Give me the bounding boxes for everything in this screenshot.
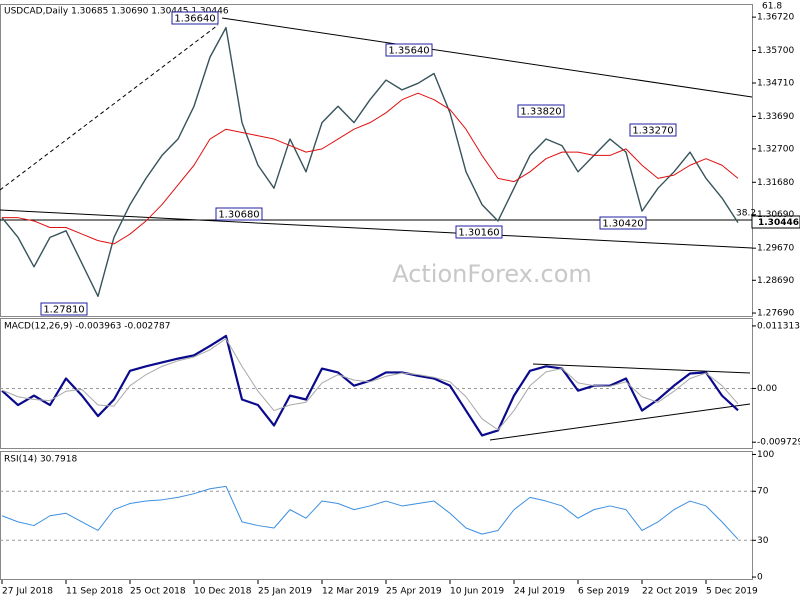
annotation-box [599, 216, 647, 230]
price-panel [0, 4, 753, 317]
x-tick-label: 25 Apr 2019 [386, 587, 442, 597]
trend-line [489, 403, 751, 441]
y-tick-label: 0 [757, 573, 763, 583]
x-tick-label: 22 Oct 2019 [642, 587, 698, 597]
y-tick-label: 1.29670 [757, 244, 794, 254]
series-line [1, 485, 739, 540]
annotation-box [517, 104, 565, 118]
macd-panel [0, 318, 753, 449]
y-tick-label: 1.30690 [757, 210, 794, 220]
trend-line [532, 363, 751, 374]
y-tick-label: 1.35700 [757, 46, 794, 56]
annotation: 1.35640 [388, 46, 429, 57]
y-tick-label: -0.009729 [757, 438, 800, 448]
y-tick-label: 30 [757, 536, 769, 546]
x-tick-label: 10 Jun 2019 [450, 587, 504, 597]
x-tick-label: 11 Sep 2018 [66, 587, 123, 597]
annotation-box [385, 43, 433, 57]
y-tick-label: 0.00 [757, 384, 777, 394]
y-tick-label: 1.27690 [757, 309, 794, 319]
annotation: 1.36640 [174, 14, 215, 25]
rsi-panel [0, 451, 753, 580]
y-tick-label: 1.32700 [757, 144, 794, 154]
annotation-box [215, 207, 263, 221]
series-line [1, 338, 739, 431]
watermark: ActionForex.com [392, 260, 592, 288]
y-tick-label: 1.28690 [757, 276, 794, 286]
x-tick-label: 6 Sep 2019 [578, 587, 630, 597]
x-tick-label: 25 Jan 2019 [258, 587, 312, 597]
annotation: 1.27810 [43, 305, 84, 316]
y-tick-label: 70 [757, 487, 769, 497]
y-tick-label: 1.36720 [757, 13, 794, 23]
series-line [2, 92, 739, 245]
annotation: 1.30420 [602, 219, 643, 230]
trend-line [221, 17, 753, 98]
x-tick-label: 5 Dec 2019 [706, 587, 758, 597]
annotation-box [629, 123, 677, 137]
annotation: 1.30680 [218, 210, 259, 221]
annotation: 1.33270 [632, 126, 673, 137]
x-tick-label: 27 Jul 2018 [2, 587, 53, 597]
macd-title: MACD(12,26,9) -0.003963 -0.002787 [4, 322, 170, 332]
chart-title: USDCAD,Daily 1.30685 1.30690 1.30445 1.3… [4, 7, 229, 17]
y-tick-label: 0.011313 [757, 321, 800, 331]
fib-label: 61.8 [762, 2, 782, 12]
annotation-box [171, 11, 219, 25]
annotation: 1.30160 [458, 228, 499, 239]
x-tick-label: 10 Dec 2018 [194, 587, 252, 597]
y-tick-label: 100 [757, 450, 774, 460]
series-line [1, 26, 739, 298]
x-tick-label: 12 Mar 2019 [322, 587, 379, 597]
x-tick-label: 25 Oct 2018 [130, 587, 186, 597]
trend-line [0, 209, 753, 249]
last-price-label: 1.30446 [758, 218, 799, 228]
rsi-title: RSI(14) 30.7918 [4, 455, 77, 465]
y-tick-label: 1.34710 [757, 78, 794, 88]
series-line [1, 334, 739, 437]
y-tick-label: 1.31680 [757, 178, 794, 188]
trend-line [0, 24, 219, 191]
last-price-box [751, 215, 800, 229]
fib-label: 38.2 [736, 209, 756, 219]
annotation-box [40, 302, 88, 316]
annotation-box [455, 225, 503, 239]
x-tick-label: 24 Jul 2019 [514, 587, 565, 597]
y-tick-label: 1.33690 [757, 112, 794, 122]
annotation: 1.33820 [520, 107, 561, 118]
